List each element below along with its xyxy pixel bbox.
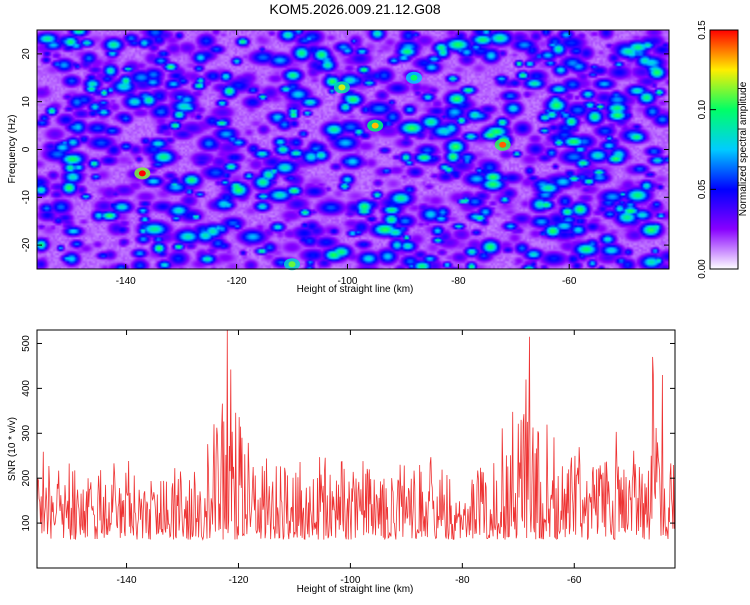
snr-x-axis-label: Height of straight line (km) [297, 584, 414, 595]
snr-y-ticks: 100 200 300 400 500 [21, 335, 675, 531]
snr-y-tick-label: 300 [21, 425, 32, 442]
snr-y-tick-label: 200 [21, 469, 32, 486]
heatmap-y-tick-label: -20 [21, 237, 32, 252]
heatmap-y-tick-label: 20 [21, 48, 32, 60]
heatmap-peak [288, 261, 296, 268]
heatmap-y-ticks: 20 10 0 -10 -20 [21, 48, 669, 252]
snr-x-tick-label: -140 [117, 575, 137, 586]
snr-panel: -140 -120 -100 -80 -60 100 200 300 400 500 Heigh… [7, 329, 676, 595]
heatmap-y-tick-label: 10 [21, 96, 32, 108]
colorbar-tick-label: 0.15 [697, 20, 708, 40]
snr-frame [36, 329, 676, 569]
heatmap-x-tick-label: -60 [562, 276, 577, 287]
heatmap-peak [338, 84, 346, 91]
colorbar: 0.00 0.05 0.10 0.15 Normalized spectral amp… [697, 20, 749, 279]
heatmap-x-tick-label: -120 [227, 276, 247, 287]
chart-title: KOM5.2026.009.21.12.G08 [269, 1, 440, 17]
heatmap-peak [138, 170, 146, 177]
snr-x-tick-label: -100 [340, 575, 360, 586]
colorbar-ticks: 0.00 0.05 0.10 0.15 [697, 20, 716, 279]
heatmap-peak [499, 141, 507, 148]
heatmap-panel: -140 -120 -100 -80 -60 20 10 0 -10 -20 Height of… [7, 29, 670, 295]
snr-y-tick-label: 100 [21, 514, 32, 531]
heatmap-image [37, 30, 669, 269]
colorbar-label: Normalized spectral amplitude [738, 81, 749, 216]
heatmap-peaks [134, 71, 511, 271]
colorbar-tick-label: 0.05 [697, 179, 708, 199]
heatmap-peak [371, 122, 379, 129]
snr-plot-background [37, 330, 675, 568]
heatmap-x-tick-label: -100 [337, 276, 357, 287]
heatmap-y-axis-label: Frequency (Hz) [7, 115, 18, 184]
heatmap-x-axis-label: Height of straight line (km) [297, 284, 414, 295]
heatmap-x-ticks: -140 -120 -100 -80 -60 [116, 30, 577, 287]
heatmap-peak [410, 74, 418, 81]
heatmap-y-tick-label: -10 [21, 190, 32, 205]
snr-x-tick-label: -80 [455, 575, 470, 586]
snr-x-tick-label: -120 [228, 575, 248, 586]
heatmap-y-tick-label: 0 [21, 146, 32, 152]
snr-y-axis-label: SNR (10 * v/v) [7, 417, 18, 481]
colorbar-tick-label: 0.00 [697, 259, 708, 279]
snr-y-tick-label: 500 [21, 335, 32, 352]
heatmap-x-tick-label: -80 [451, 276, 466, 287]
heatmap-x-tick-label: -140 [116, 276, 136, 287]
colorbar-gradient [709, 29, 739, 270]
snr-series-line [37, 330, 675, 541]
snr-x-tick-label: -60 [567, 575, 582, 586]
snr-y-tick-label: 400 [21, 380, 32, 397]
colorbar-tick-label: 0.10 [697, 99, 708, 119]
snr-x-ticks: -140 -120 -100 -80 -60 [117, 330, 582, 586]
